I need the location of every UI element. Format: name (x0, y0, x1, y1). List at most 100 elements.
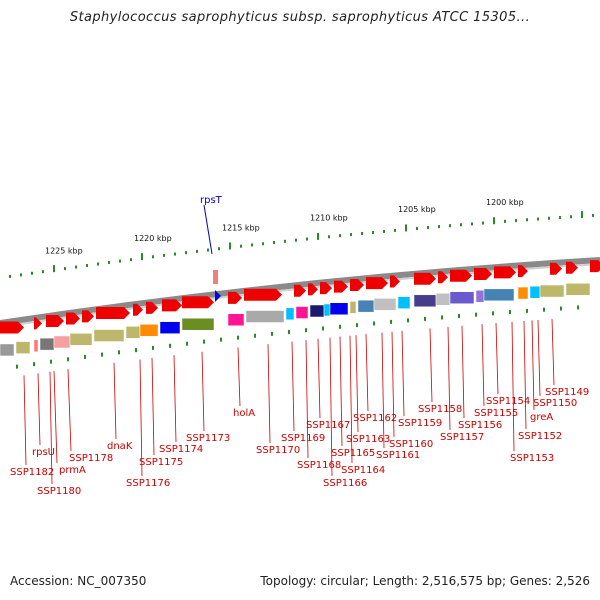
gene-label: SSP1178 (69, 453, 113, 464)
position-dot (42, 270, 44, 274)
lower-tick (288, 330, 290, 335)
position-dot (339, 234, 341, 238)
gene-arrow (494, 266, 516, 279)
gene-leader-line (523, 320, 527, 430)
rpsT-gene-mark (213, 270, 218, 284)
cog-gene-block (483, 288, 515, 302)
position-dot (548, 216, 550, 220)
cog-gene-block (39, 337, 55, 351)
kbp-label: 1225 kbp (45, 246, 83, 255)
rpsT-label[interactable]: rpsT (200, 195, 223, 206)
cog-gene-block (373, 298, 397, 311)
kbp-label: 1215 kbp (222, 223, 260, 232)
position-dot (207, 248, 209, 252)
cog-gene-block (53, 335, 71, 349)
position-dot (64, 267, 66, 271)
kbp-label: 1220 kbp (134, 234, 172, 243)
gene-label: SSP1167 (306, 420, 350, 431)
position-dot (284, 239, 286, 243)
position-dot (185, 251, 187, 255)
gene-label: SSP1175 (139, 457, 183, 468)
gene-arrow (320, 282, 332, 295)
gene-leader-line (355, 335, 359, 433)
position-dot (460, 223, 462, 227)
cog-gene-block (125, 326, 141, 339)
lower-tick (492, 311, 494, 316)
gene-arrow (162, 299, 182, 312)
rpsT-highlight[interactable]: rpsT (200, 195, 223, 302)
gene-arrow (474, 268, 492, 281)
gene-arrow (414, 272, 436, 285)
gene-leader-line (551, 319, 555, 386)
position-dot (130, 258, 132, 262)
kbp-label-group: 1225 kbp 1220 kbp 1215 kbp 1210 kbp 1205 kbp… (45, 198, 524, 256)
gene-label: SSP1174 (159, 444, 203, 455)
lower-tick (560, 306, 562, 311)
gene-arrow (566, 261, 578, 274)
gene-leader-line (329, 337, 333, 477)
gene-label: SSP1169 (281, 433, 325, 444)
cog-gene-block (475, 290, 485, 303)
cog-gene-block (33, 339, 39, 352)
gene-arrow (182, 296, 214, 309)
position-dot (317, 232, 319, 240)
gene-leader-line (23, 375, 27, 466)
position-dot (515, 219, 517, 223)
position-dot (31, 271, 33, 275)
cog-gene-block (181, 317, 215, 331)
gene-label: SSP1173 (186, 433, 230, 444)
cog-gene-block (285, 307, 295, 321)
gene-leader-line (429, 328, 433, 403)
position-dot (306, 237, 308, 241)
gene-arrow (228, 291, 242, 304)
position-dot (273, 241, 275, 245)
lower-tick-row (16, 305, 579, 369)
gene-arrow (133, 303, 143, 316)
position-dot (141, 253, 143, 261)
position-dot (295, 238, 297, 242)
position-dot (416, 226, 418, 230)
cog-gene-block (159, 321, 181, 334)
position-dot (471, 222, 473, 226)
gene-label: holA (233, 408, 255, 419)
gene-leader-line (151, 357, 155, 456)
position-dot (383, 229, 385, 233)
position-dot (427, 226, 429, 230)
position-dot (174, 252, 176, 256)
gene-leader-line (511, 321, 515, 452)
gene-leader-line (349, 335, 353, 464)
gene-leader-line (339, 336, 343, 447)
position-dot-ring (9, 211, 594, 279)
gene-leader-line (201, 351, 205, 432)
kbp-label: 1210 kbp (310, 214, 348, 223)
cog-gene-block (517, 286, 529, 300)
cog-gene-block (397, 296, 411, 309)
gene-leader-line (291, 341, 295, 432)
gene-label: SSP1176 (126, 478, 170, 489)
lower-tick (390, 319, 392, 324)
gene-label: SSP1158 (418, 404, 462, 415)
lower-tick (509, 310, 511, 315)
forward-strand-genes (0, 260, 600, 334)
gene-label: SSP1154 (486, 396, 530, 407)
gene-label: SSP1163 (346, 434, 390, 445)
position-dot (251, 243, 253, 247)
lower-tick (577, 305, 579, 310)
lower-tick (152, 345, 154, 350)
gene-arrow (34, 317, 42, 330)
position-dot (97, 262, 99, 266)
cog-gene-block (245, 310, 285, 323)
cog-gene-block (539, 284, 565, 298)
position-dot (438, 225, 440, 229)
gene-leader-line (391, 331, 395, 438)
position-dot (482, 221, 484, 225)
gene-arrow (82, 310, 94, 323)
gene-arrow (450, 269, 472, 282)
position-dot (361, 232, 363, 236)
gene-arrow (294, 284, 306, 297)
lower-tick (356, 323, 358, 328)
position-dot (163, 253, 165, 257)
cog-gene-block (139, 324, 159, 337)
